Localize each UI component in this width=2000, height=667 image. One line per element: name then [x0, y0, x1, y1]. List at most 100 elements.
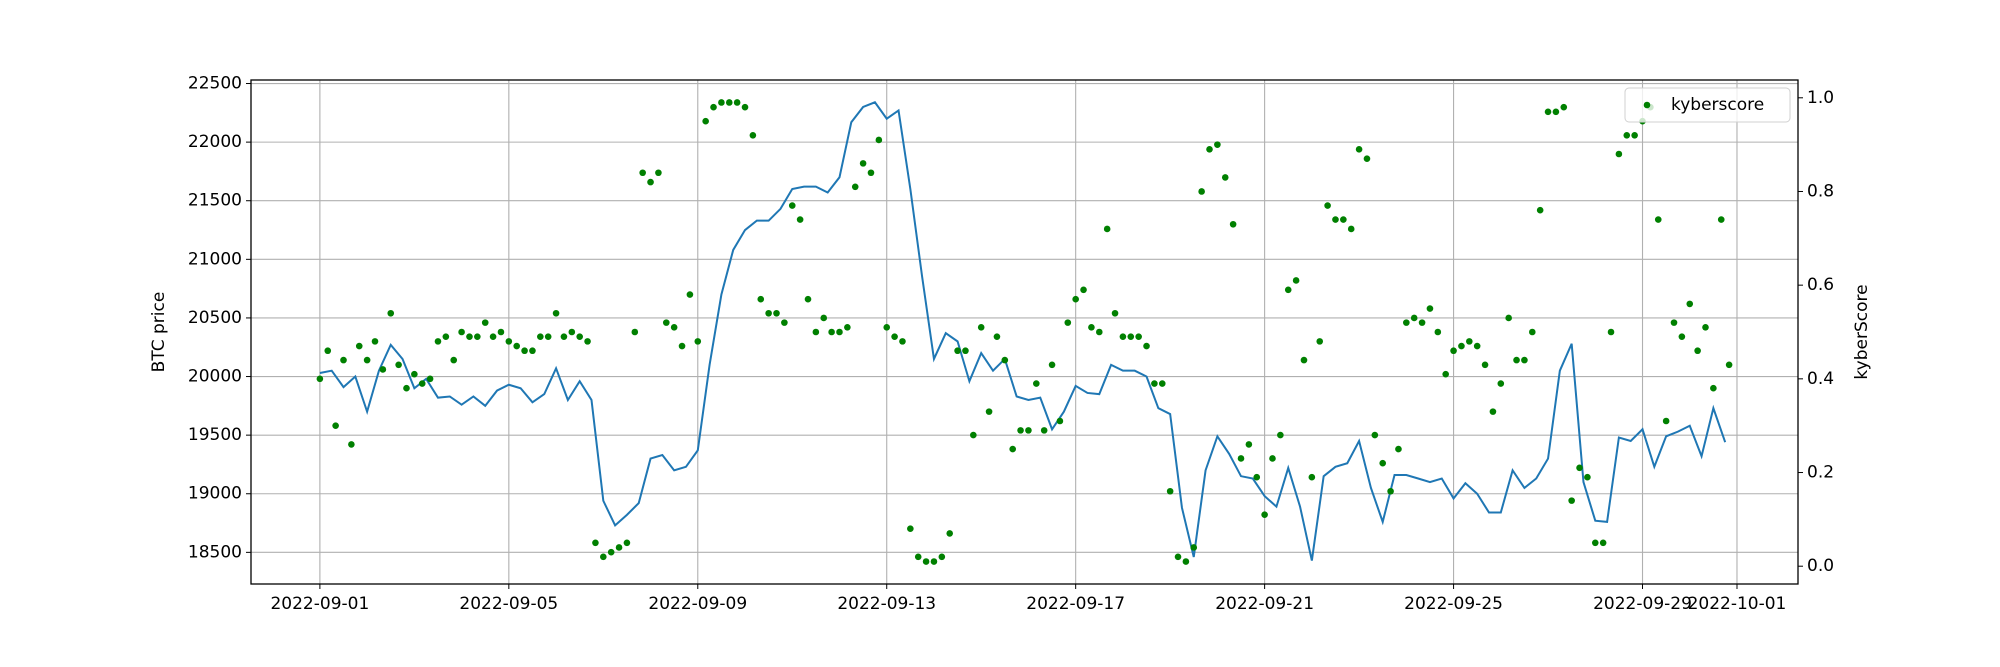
score-point: [1340, 216, 1347, 223]
score-point: [1048, 361, 1056, 369]
score-point: [1599, 539, 1607, 547]
score-point: [1371, 431, 1379, 439]
score-point: [1064, 319, 1072, 326]
score-point: [1072, 295, 1079, 303]
score-point: [1095, 328, 1103, 336]
score-point: [1001, 356, 1009, 364]
x-tick-label: 2022-09-21: [1215, 594, 1314, 614]
score-point: [678, 342, 686, 350]
score-point: [544, 333, 552, 340]
score-point: [1316, 338, 1324, 345]
score-point: [481, 319, 489, 326]
score-point: [332, 422, 339, 429]
score-point: [1056, 417, 1064, 425]
score-point: [1403, 319, 1410, 326]
x-tick-label: 2022-09-13: [837, 594, 936, 614]
score-point: [812, 328, 820, 336]
score-point: [1702, 324, 1709, 331]
price-line: [319, 101, 1727, 561]
score-point: [891, 333, 898, 340]
score-point: [1190, 544, 1198, 551]
score-point: [639, 169, 646, 177]
score-point: [1284, 286, 1292, 294]
score-point: [970, 431, 977, 439]
score-point: [1221, 174, 1229, 181]
score-point: [466, 333, 473, 340]
score-point: [592, 539, 599, 547]
score-point: [851, 183, 859, 191]
score-point: [686, 291, 694, 298]
score-point: [1481, 361, 1489, 369]
score-point: [387, 309, 395, 317]
score-point: [1497, 380, 1505, 387]
score-point: [379, 366, 387, 373]
score-point: [1450, 347, 1457, 355]
score-point: [1568, 497, 1575, 504]
score-point: [985, 408, 993, 415]
score-point: [1387, 487, 1394, 495]
score-point: [521, 347, 528, 355]
score-point: [954, 347, 961, 355]
score-point: [584, 338, 591, 345]
marks-layer: [316, 99, 1733, 565]
score-point: [741, 103, 749, 111]
score-point: [340, 356, 347, 364]
score-point: [757, 295, 765, 303]
score-point: [1513, 356, 1520, 364]
score-point: [977, 324, 985, 331]
score-point: [702, 117, 709, 125]
score-point: [513, 342, 521, 350]
score-point: [1591, 539, 1599, 547]
score-point: [662, 319, 670, 326]
y-tick-label: 22000: [188, 132, 242, 152]
score-point: [694, 338, 702, 345]
score-point: [505, 338, 513, 345]
score-point: [749, 131, 757, 139]
y2-axis-label: kyberScore: [1852, 284, 1872, 379]
score-point: [623, 539, 631, 547]
score-point: [922, 558, 930, 565]
y2-tick-label: 1.0: [1807, 88, 1834, 108]
score-point: [576, 333, 583, 340]
score-point: [1245, 441, 1253, 448]
score-point: [1237, 455, 1245, 462]
score-point: [560, 333, 568, 340]
score-point: [781, 319, 788, 326]
y-tick-label: 19000: [188, 484, 242, 504]
y2-tick-label: 0.6: [1807, 275, 1834, 295]
score-point: [1505, 314, 1512, 322]
score-point: [1631, 131, 1638, 139]
score-point: [1080, 286, 1087, 294]
score-point: [1654, 216, 1662, 223]
score-point: [670, 324, 678, 331]
score-point: [1127, 333, 1135, 340]
score-point: [1143, 342, 1150, 350]
y-tick-label: 19500: [188, 425, 242, 445]
score-point: [600, 553, 607, 561]
score-point: [710, 103, 717, 111]
score-point: [450, 356, 458, 364]
score-point: [1088, 324, 1095, 331]
x-tick-label: 2022-09-01: [270, 594, 369, 614]
score-point: [1300, 356, 1308, 364]
y-tick-label: 22500: [188, 74, 242, 94]
x-tick-label: 2022-09-25: [1404, 594, 1503, 614]
score-point: [1111, 309, 1119, 317]
legend-box: [1624, 87, 1791, 123]
score-point: [1678, 333, 1686, 340]
score-point: [1308, 473, 1316, 481]
legend-label: kyberscore: [1671, 95, 1764, 115]
score-point: [371, 338, 379, 345]
score-point: [796, 216, 804, 223]
legend: kyberscore: [1624, 87, 1791, 123]
score-point: [1363, 155, 1371, 162]
x-tick-label: 2022-09-29: [1593, 594, 1692, 614]
grid-layer: [251, 80, 1798, 584]
score-point: [1269, 455, 1276, 462]
y2-tick-label: 0.8: [1807, 181, 1834, 201]
score-point: [1198, 188, 1205, 195]
score-point: [773, 309, 780, 317]
score-point: [363, 356, 371, 364]
y-tick-label: 20000: [188, 367, 242, 387]
score-point: [883, 324, 891, 331]
